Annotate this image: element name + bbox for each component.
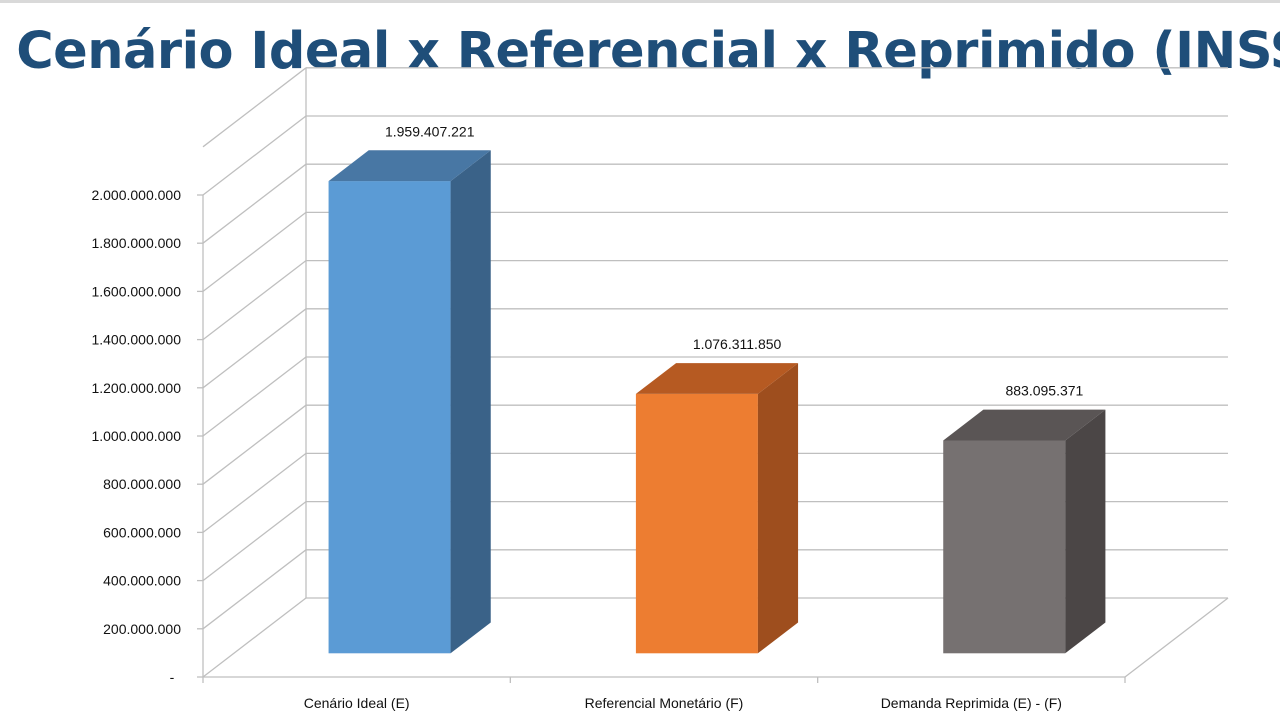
data-label: 1.959.407.221: [385, 123, 475, 139]
bar-top: [328, 150, 491, 182]
x-category-label: Cenário Ideal (E): [304, 695, 410, 711]
bar-front: [943, 440, 1066, 654]
side-gridline: [202, 67, 307, 148]
side-gridline: [202, 597, 307, 678]
data-label: 1.076.311.850: [693, 336, 782, 352]
bar-top: [635, 363, 799, 394]
data-label: 883.095.371: [1005, 383, 1083, 399]
side-gridline: [202, 501, 307, 582]
top-border: [0, 0, 1280, 3]
chart-title: Cenário Ideal x Referencial x Reprimido …: [16, 22, 1280, 81]
y-tick-label: 1.000.000.000: [91, 428, 181, 444]
bar-front: [328, 181, 451, 654]
floor-edge: [1124, 597, 1229, 678]
y-tick-label: 400.000.000: [103, 573, 181, 589]
bar-side: [757, 363, 799, 654]
y-tick-label: 600.000.000: [103, 524, 181, 540]
bar-side: [450, 150, 491, 654]
y-tick-label: 1.800.000.000: [91, 235, 181, 251]
y-tick-label: -: [170, 669, 175, 685]
y-tick-label: 200.000.000: [103, 621, 181, 637]
y-tick-label: 2.000.000.000: [91, 187, 181, 203]
side-gridline: [202, 260, 307, 341]
side-gridline: [202, 404, 307, 485]
side-gridline: [202, 163, 307, 244]
y-tick-label: 1.600.000.000: [91, 283, 181, 299]
bar-top: [943, 409, 1106, 441]
side-gridline: [202, 452, 307, 533]
bar-front: [635, 393, 758, 654]
side-gridline: [202, 115, 307, 196]
side-gridline: [202, 211, 307, 292]
side-gridline: [202, 549, 307, 630]
bar-side: [1065, 409, 1106, 654]
side-gridline: [202, 308, 307, 389]
y-tick-label: 1.400.000.000: [91, 332, 181, 348]
y-tick-label: 1.200.000.000: [91, 380, 181, 396]
side-gridline: [202, 356, 307, 437]
x-category-label: Referencial Monetário (F): [585, 695, 744, 711]
y-tick-label: 800.000.000: [103, 476, 181, 492]
x-category-label: Demanda Reprimida (E) - (F): [881, 695, 1062, 711]
